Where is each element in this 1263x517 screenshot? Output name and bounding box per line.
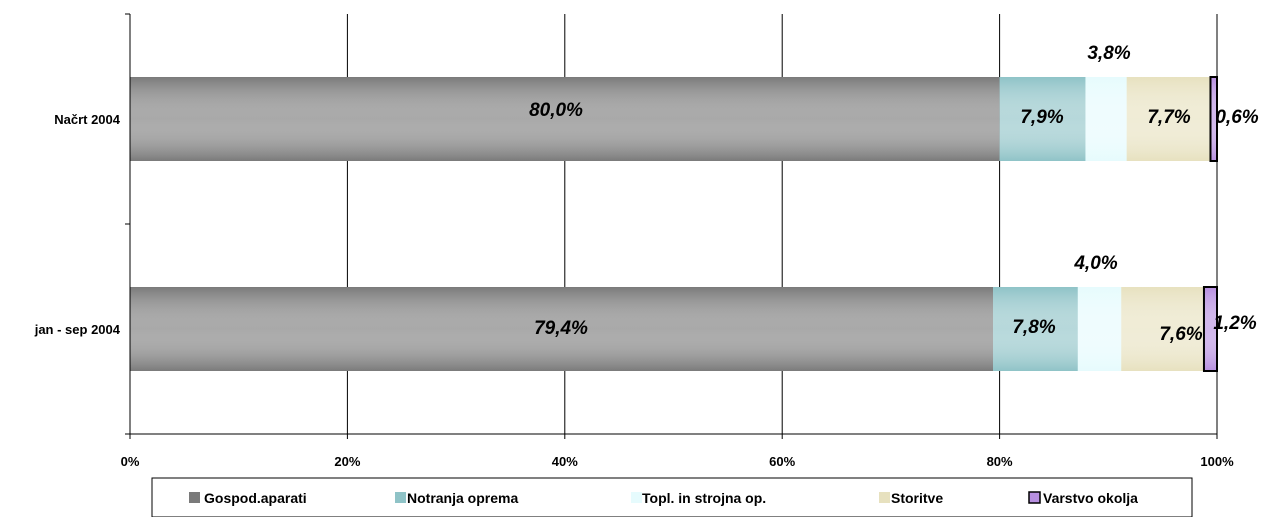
legend-label: Storitve <box>891 490 943 506</box>
data-label: 0,6% <box>1215 107 1258 128</box>
bar-segment-shade <box>1085 77 1127 161</box>
data-label: 79,4% <box>534 318 588 339</box>
data-label: 7,7% <box>1147 107 1190 128</box>
bars <box>130 76 1219 372</box>
bar-segment-shade <box>993 287 1078 371</box>
data-label: 4,0% <box>1073 253 1117 274</box>
category-label: Načrt 2004 <box>54 112 121 127</box>
legend-swatch <box>631 492 642 503</box>
data-label: 80,0% <box>529 100 583 121</box>
legend-swatch <box>189 492 200 503</box>
x-tick-label: 80% <box>987 454 1013 469</box>
bar-segment-outline <box>1202 286 1219 372</box>
legend: Gospod.aparati Notranja oprema Topl. in st… <box>151 477 1193 517</box>
x-tick-label: 20% <box>334 454 360 469</box>
legend-label: Topl. in strojna op. <box>642 490 766 506</box>
bar-segment-shade <box>1121 287 1204 371</box>
legend-label: Notranja oprema <box>407 490 518 506</box>
legend-swatch <box>1028 491 1041 504</box>
legend-swatch <box>879 492 890 503</box>
data-labels: 80,0% 7,9% 3,8% 7,7% 0,6% 79,4% 7,8% 4,0% 7,6% 1,… <box>529 43 1259 345</box>
x-tick-label: 100% <box>1200 454 1234 469</box>
bar-segment-outline <box>1209 76 1219 162</box>
bar-segment-shade <box>1126 77 1211 161</box>
data-label: 1,2% <box>1213 313 1256 334</box>
legend-box <box>151 477 1193 517</box>
bar-segment-shade <box>130 77 1000 161</box>
category-label: jan - sep 2004 <box>34 322 121 337</box>
data-label: 7,6% <box>1159 324 1202 345</box>
bar-segment-shade <box>1203 287 1217 371</box>
legend-label: Varstvo okolja <box>1043 490 1138 506</box>
bar-segment-shade <box>1210 77 1217 161</box>
x-tick-label: 40% <box>552 454 578 469</box>
axes: 0% 20% 40% 60% 80% 100% Načrt 2004 jan - sep 20… <box>34 13 1234 469</box>
bar-segment-shade <box>999 77 1086 161</box>
data-label: 7,8% <box>1012 317 1055 338</box>
bar-segment-shade <box>130 287 994 371</box>
legend-label: Gospod.aparati <box>204 490 307 506</box>
x-tick-label: 0% <box>121 454 140 469</box>
legend-swatch <box>395 492 406 503</box>
x-tick-label: 60% <box>769 454 795 469</box>
data-label: 7,9% <box>1020 107 1063 128</box>
bar-segment-shade <box>1077 287 1122 371</box>
data-label: 3,8% <box>1087 43 1130 64</box>
